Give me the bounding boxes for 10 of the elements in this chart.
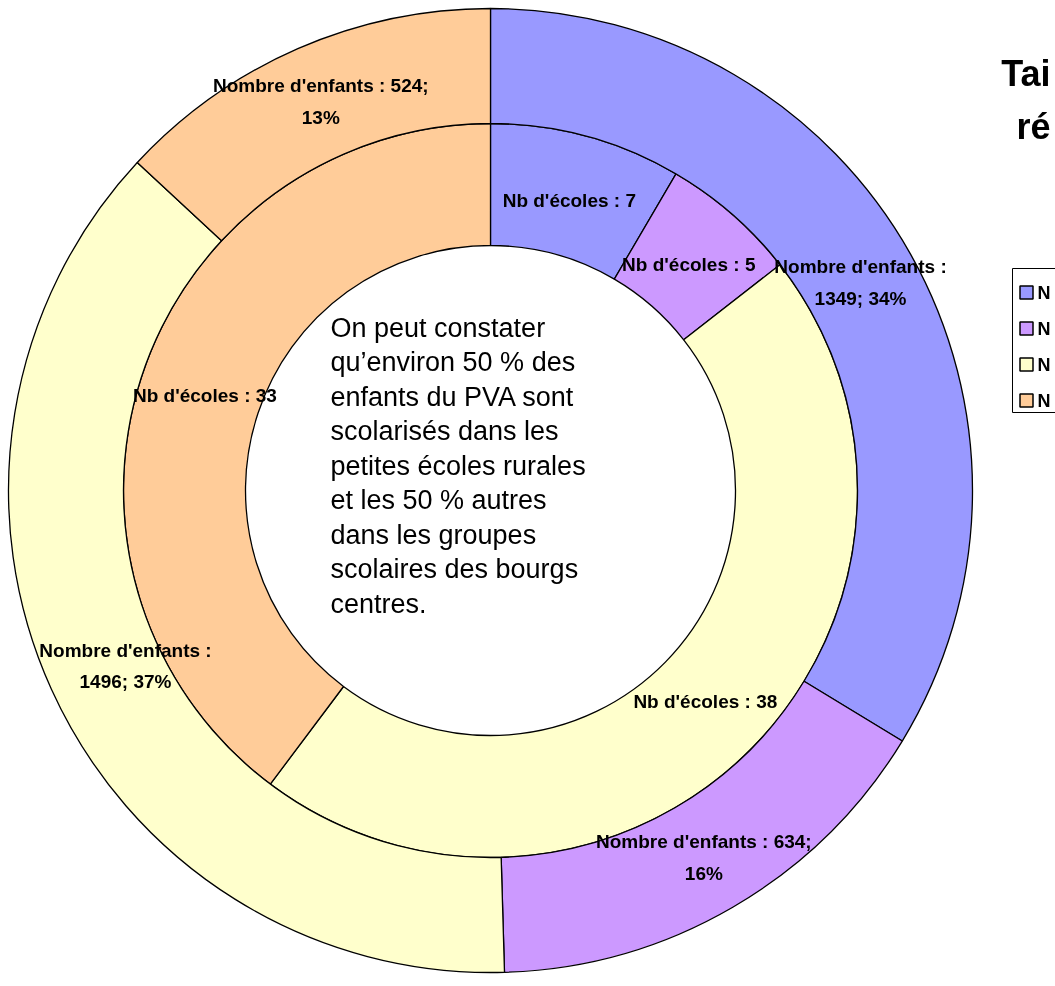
data-label: Nombre d'enfants : 634; 16% xyxy=(596,831,812,884)
legend-label: N xyxy=(1037,390,1051,411)
legend-label: N xyxy=(1037,318,1051,339)
data-label: Nb d'écoles : 5 xyxy=(622,253,756,275)
legend-label: N xyxy=(1037,282,1051,303)
data-label: Nb d'écoles : 7 xyxy=(502,189,636,211)
text: On peut constater qu’environ 50 % des enfants du PVA sont scolarisés dans les petites écoles rurales et les 50 % autres dans les groupes scolaires des bourgs centres. xyxy=(330,312,586,619)
text: Tai ré xyxy=(1001,52,1051,147)
data-label: Nb d'écoles : 38 xyxy=(633,690,778,712)
legend-label: N xyxy=(1037,354,1051,375)
